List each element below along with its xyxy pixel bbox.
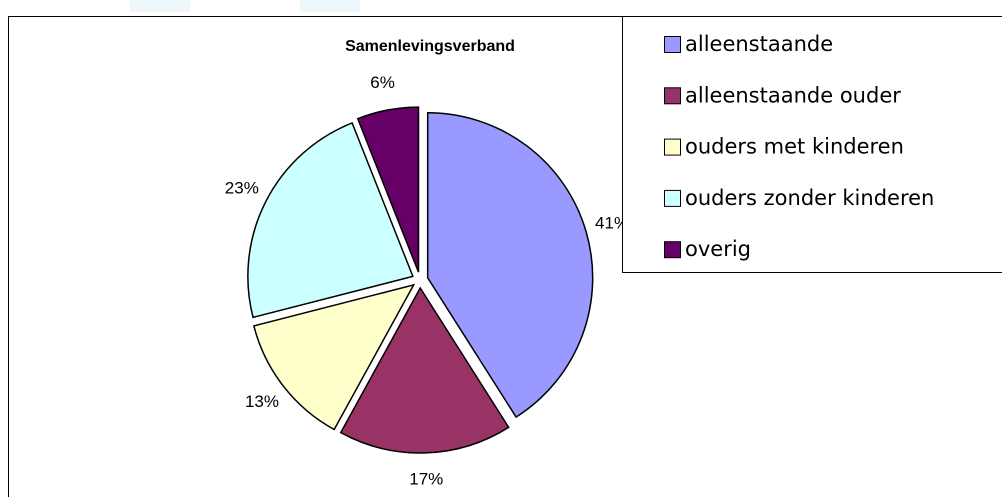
pie-slice <box>252 283 416 431</box>
data-label: 41% <box>595 214 629 233</box>
top-strip-tab <box>300 0 360 12</box>
legend-swatch <box>664 189 681 207</box>
legend: alleenstaande alleenstaande ouder ouders m… <box>622 16 1002 273</box>
data-label: 17% <box>409 469 443 488</box>
pie-slice <box>356 106 420 273</box>
data-label: 6% <box>370 73 395 92</box>
chart-title: Samenlevingsverband <box>345 38 515 55</box>
pie-slice <box>426 112 594 419</box>
legend-label: ouders zonder kinderen <box>685 186 934 210</box>
data-label: 13% <box>245 392 279 411</box>
top-strip <box>0 0 1002 16</box>
legend-label: alleenstaande <box>685 32 833 56</box>
top-strip-tab <box>130 0 190 12</box>
pie-slice <box>339 286 510 454</box>
data-label: 23% <box>225 179 259 198</box>
legend-label: alleenstaande ouder <box>685 83 901 107</box>
legend-swatch <box>664 36 681 53</box>
legend-label: ouders met kinderen <box>685 135 904 159</box>
pie: 41% 17% 13% 23% 6% <box>225 73 629 488</box>
pie-slice <box>247 121 414 319</box>
legend-swatch <box>664 87 681 105</box>
legend-label: overig <box>685 237 751 261</box>
legend-box <box>622 16 1002 273</box>
legend-swatch <box>664 138 681 156</box>
legend-swatch <box>664 241 681 259</box>
